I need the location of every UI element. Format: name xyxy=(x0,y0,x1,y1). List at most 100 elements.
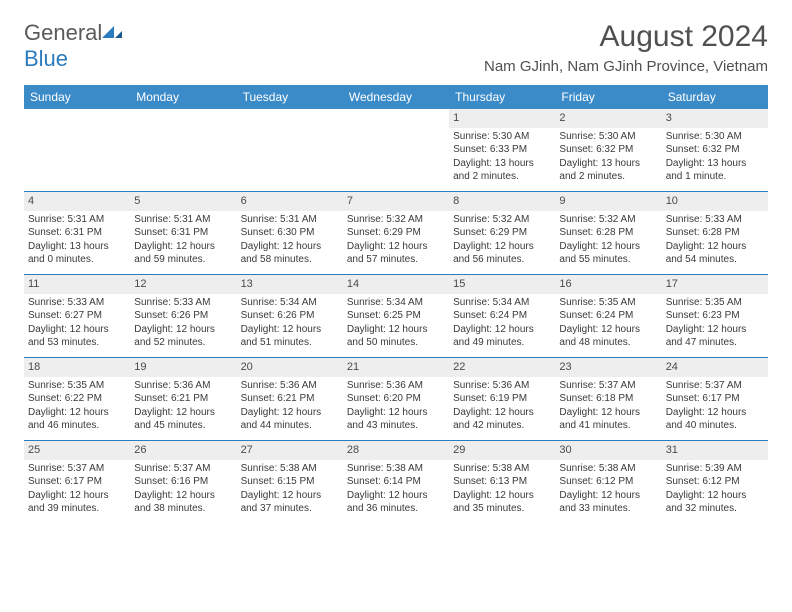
day-details: Sunrise: 5:35 AMSunset: 6:22 PMDaylight:… xyxy=(24,377,130,437)
day-details: Sunrise: 5:39 AMSunset: 6:12 PMDaylight:… xyxy=(662,460,768,520)
day-details: Sunrise: 5:36 AMSunset: 6:19 PMDaylight:… xyxy=(449,377,555,437)
day-cell: 27Sunrise: 5:38 AMSunset: 6:15 PMDayligh… xyxy=(237,441,343,523)
day-cell: 31Sunrise: 5:39 AMSunset: 6:12 PMDayligh… xyxy=(662,441,768,523)
day-number: 7 xyxy=(343,192,449,211)
weekday-label: Saturday xyxy=(662,85,768,109)
weekday-label: Thursday xyxy=(449,85,555,109)
day-details: Sunrise: 5:31 AMSunset: 6:31 PMDaylight:… xyxy=(130,211,236,271)
day-details: Sunrise: 5:30 AMSunset: 6:33 PMDaylight:… xyxy=(449,128,555,188)
day-details: Sunrise: 5:30 AMSunset: 6:32 PMDaylight:… xyxy=(662,128,768,188)
day-cell: 23Sunrise: 5:37 AMSunset: 6:18 PMDayligh… xyxy=(555,358,661,440)
day-number: 25 xyxy=(24,441,130,460)
day-cell xyxy=(24,109,130,191)
day-number: 26 xyxy=(130,441,236,460)
day-number: 19 xyxy=(130,358,236,377)
day-details: Sunrise: 5:36 AMSunset: 6:20 PMDaylight:… xyxy=(343,377,449,437)
day-cell: 15Sunrise: 5:34 AMSunset: 6:24 PMDayligh… xyxy=(449,275,555,357)
day-number: 14 xyxy=(343,275,449,294)
day-number: 1 xyxy=(449,109,555,128)
day-cell xyxy=(130,109,236,191)
day-cell: 21Sunrise: 5:36 AMSunset: 6:20 PMDayligh… xyxy=(343,358,449,440)
day-details: Sunrise: 5:34 AMSunset: 6:25 PMDaylight:… xyxy=(343,294,449,354)
weekday-label: Tuesday xyxy=(237,85,343,109)
day-number: 6 xyxy=(237,192,343,211)
day-number: 8 xyxy=(449,192,555,211)
day-details: Sunrise: 5:34 AMSunset: 6:24 PMDaylight:… xyxy=(449,294,555,354)
week-row: 1Sunrise: 5:30 AMSunset: 6:33 PMDaylight… xyxy=(24,109,768,192)
day-details: Sunrise: 5:34 AMSunset: 6:26 PMDaylight:… xyxy=(237,294,343,354)
day-number: 4 xyxy=(24,192,130,211)
day-number: 21 xyxy=(343,358,449,377)
day-number: 15 xyxy=(449,275,555,294)
weekday-header-row: SundayMondayTuesdayWednesdayThursdayFrid… xyxy=(24,85,768,109)
day-number: 18 xyxy=(24,358,130,377)
day-cell: 24Sunrise: 5:37 AMSunset: 6:17 PMDayligh… xyxy=(662,358,768,440)
day-details: Sunrise: 5:37 AMSunset: 6:17 PMDaylight:… xyxy=(24,460,130,520)
weekday-label: Sunday xyxy=(24,85,130,109)
day-number: 10 xyxy=(662,192,768,211)
week-row: 25Sunrise: 5:37 AMSunset: 6:17 PMDayligh… xyxy=(24,441,768,523)
week-row: 18Sunrise: 5:35 AMSunset: 6:22 PMDayligh… xyxy=(24,358,768,441)
day-cell xyxy=(343,109,449,191)
day-details: Sunrise: 5:37 AMSunset: 6:18 PMDaylight:… xyxy=(555,377,661,437)
day-cell: 17Sunrise: 5:35 AMSunset: 6:23 PMDayligh… xyxy=(662,275,768,357)
day-details: Sunrise: 5:37 AMSunset: 6:17 PMDaylight:… xyxy=(662,377,768,437)
logo: GeneralBlue xyxy=(24,20,124,72)
day-number: 29 xyxy=(449,441,555,460)
logo-word-blue: Blue xyxy=(24,46,68,71)
day-details: Sunrise: 5:38 AMSunset: 6:12 PMDaylight:… xyxy=(555,460,661,520)
day-cell: 4Sunrise: 5:31 AMSunset: 6:31 PMDaylight… xyxy=(24,192,130,274)
location-text: Nam GJinh, Nam GJinh Province, Vietnam xyxy=(484,58,768,75)
header: GeneralBlue August 2024 Nam GJinh, Nam G… xyxy=(24,20,768,75)
weekday-label: Monday xyxy=(130,85,236,109)
day-cell: 13Sunrise: 5:34 AMSunset: 6:26 PMDayligh… xyxy=(237,275,343,357)
day-details: Sunrise: 5:38 AMSunset: 6:14 PMDaylight:… xyxy=(343,460,449,520)
calendar-grid: 1Sunrise: 5:30 AMSunset: 6:33 PMDaylight… xyxy=(24,109,768,523)
day-cell: 5Sunrise: 5:31 AMSunset: 6:31 PMDaylight… xyxy=(130,192,236,274)
week-row: 11Sunrise: 5:33 AMSunset: 6:27 PMDayligh… xyxy=(24,275,768,358)
day-number: 12 xyxy=(130,275,236,294)
day-details: Sunrise: 5:31 AMSunset: 6:30 PMDaylight:… xyxy=(237,211,343,271)
weekday-label: Wednesday xyxy=(343,85,449,109)
day-details: Sunrise: 5:33 AMSunset: 6:27 PMDaylight:… xyxy=(24,294,130,354)
day-number: 31 xyxy=(662,441,768,460)
day-cell: 25Sunrise: 5:37 AMSunset: 6:17 PMDayligh… xyxy=(24,441,130,523)
day-details: Sunrise: 5:35 AMSunset: 6:23 PMDaylight:… xyxy=(662,294,768,354)
day-cell: 7Sunrise: 5:32 AMSunset: 6:29 PMDaylight… xyxy=(343,192,449,274)
month-title: August 2024 xyxy=(484,20,768,54)
day-cell: 20Sunrise: 5:36 AMSunset: 6:21 PMDayligh… xyxy=(237,358,343,440)
day-number: 28 xyxy=(343,441,449,460)
day-details: Sunrise: 5:32 AMSunset: 6:29 PMDaylight:… xyxy=(343,211,449,271)
day-number: 2 xyxy=(555,109,661,128)
day-number: 11 xyxy=(24,275,130,294)
day-cell: 6Sunrise: 5:31 AMSunset: 6:30 PMDaylight… xyxy=(237,192,343,274)
day-cell: 26Sunrise: 5:37 AMSunset: 6:16 PMDayligh… xyxy=(130,441,236,523)
day-number xyxy=(343,109,449,128)
day-number: 5 xyxy=(130,192,236,211)
logo-word-general: General xyxy=(24,20,102,45)
day-cell: 18Sunrise: 5:35 AMSunset: 6:22 PMDayligh… xyxy=(24,358,130,440)
logo-flag-icon xyxy=(102,24,124,40)
day-cell: 30Sunrise: 5:38 AMSunset: 6:12 PMDayligh… xyxy=(555,441,661,523)
day-number: 30 xyxy=(555,441,661,460)
day-cell: 9Sunrise: 5:32 AMSunset: 6:28 PMDaylight… xyxy=(555,192,661,274)
day-number xyxy=(24,109,130,128)
day-details: Sunrise: 5:32 AMSunset: 6:28 PMDaylight:… xyxy=(555,211,661,271)
day-cell: 10Sunrise: 5:33 AMSunset: 6:28 PMDayligh… xyxy=(662,192,768,274)
day-details: Sunrise: 5:31 AMSunset: 6:31 PMDaylight:… xyxy=(24,211,130,271)
day-cell xyxy=(237,109,343,191)
day-number xyxy=(237,109,343,128)
day-number: 3 xyxy=(662,109,768,128)
day-details: Sunrise: 5:37 AMSunset: 6:16 PMDaylight:… xyxy=(130,460,236,520)
day-details: Sunrise: 5:32 AMSunset: 6:29 PMDaylight:… xyxy=(449,211,555,271)
day-number: 27 xyxy=(237,441,343,460)
day-cell: 11Sunrise: 5:33 AMSunset: 6:27 PMDayligh… xyxy=(24,275,130,357)
day-number xyxy=(130,109,236,128)
day-details: Sunrise: 5:33 AMSunset: 6:26 PMDaylight:… xyxy=(130,294,236,354)
day-details: Sunrise: 5:36 AMSunset: 6:21 PMDaylight:… xyxy=(237,377,343,437)
day-cell: 22Sunrise: 5:36 AMSunset: 6:19 PMDayligh… xyxy=(449,358,555,440)
day-details: Sunrise: 5:38 AMSunset: 6:13 PMDaylight:… xyxy=(449,460,555,520)
day-cell: 1Sunrise: 5:30 AMSunset: 6:33 PMDaylight… xyxy=(449,109,555,191)
day-number: 23 xyxy=(555,358,661,377)
day-cell: 3Sunrise: 5:30 AMSunset: 6:32 PMDaylight… xyxy=(662,109,768,191)
